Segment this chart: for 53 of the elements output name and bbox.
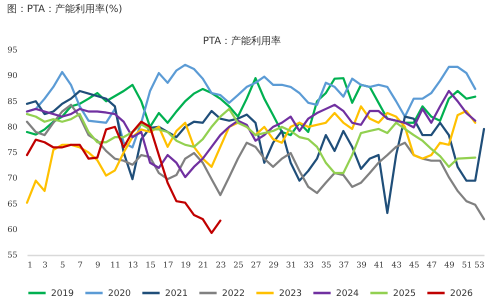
y-tick-label: 75 [7,148,18,157]
x-tick-label: 53 [474,260,484,270]
x-tick-label: 35 [321,260,332,270]
x-tick-label: 9 [95,260,100,270]
x-tick-label: 43 [392,260,402,270]
x-tick-label: 23 [216,260,226,270]
line-series [26,90,476,178]
legend-label: 2021 [165,289,188,299]
y-tick-label: 70 [7,174,18,183]
legend-label: 2019 [51,289,74,299]
chart-title: 图：PTA：产能利用率(%) [6,3,122,15]
y-tick-label: 60 [7,224,18,234]
x-tick-label: 33 [304,260,314,270]
legend-label: 2026 [450,289,474,299]
legend-label: 2024 [336,289,360,299]
x-tick-label: 29 [268,260,279,270]
x-tick-label: 5 [60,260,66,270]
x-tick-label: 19 [180,260,191,270]
y-tick-label: 90 [7,71,18,80]
x-tick-label: 25 [233,260,244,270]
x-tick-label: 1 [28,260,33,270]
x-tick-label: 39 [356,260,367,270]
y-tick-label: 85 [7,96,18,106]
line-series [26,120,222,234]
x-tick-label: 11 [110,260,120,270]
x-tick-label: 7 [78,260,83,270]
line-series [26,105,476,204]
legend-label: 2020 [108,289,132,299]
legend-label: 2022 [222,289,245,299]
line-series [26,77,476,136]
line-series [26,108,476,174]
y-tick-label: 55 [7,250,18,260]
chart-subtitle: PTA：产能利用率 [202,35,282,47]
x-tick-label: 51 [462,260,472,270]
x-tick-label: 49 [444,260,454,270]
y-tick-label: 80 [7,122,18,132]
line-series [26,90,486,214]
x-tick-label: 31 [286,260,296,270]
x-tick-label: 17 [163,260,174,270]
x-tick-label: 15 [145,260,156,270]
legend-label: 2023 [279,289,302,299]
y-tick-label: 65 [7,199,18,208]
line-series [26,104,486,220]
x-tick-label: 41 [374,260,384,270]
legend-label: 2025 [393,289,416,299]
x-tick-label: 27 [250,260,262,270]
x-tick-label: 3 [42,260,48,270]
x-tick-label: 13 [128,260,138,270]
y-tick-label: 95 [7,46,18,54]
x-tick-label: 21 [198,260,208,270]
x-tick-label: 45 [409,260,420,270]
x-tick-label: 37 [338,260,349,270]
x-tick-label: 47 [426,260,437,270]
